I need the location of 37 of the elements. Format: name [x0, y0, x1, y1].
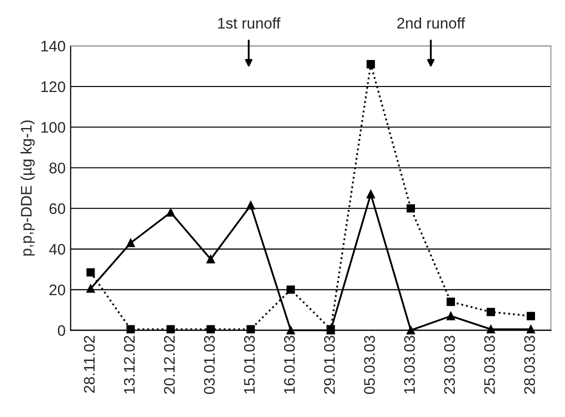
- y-tick-label: 80: [49, 162, 66, 174]
- x-tick-label: 28.11.02: [84, 336, 95, 393]
- y-tick-label: 120: [41, 81, 66, 92]
- x-tick-label: 05.03.03: [364, 336, 375, 394]
- point: [246, 201, 255, 210]
- x-tick-label: 25.03.03: [484, 336, 495, 394]
- x-tick-label: 23.03.03: [444, 336, 455, 394]
- x-tick-label: 13.12.02: [124, 336, 135, 394]
- y-tick-label: 40: [49, 244, 66, 255]
- point: [366, 190, 375, 198]
- y-tick-label: 0: [58, 325, 66, 336]
- y-tick-label: 60: [50, 203, 66, 214]
- point: [406, 204, 415, 213]
- point: [166, 208, 175, 217]
- x-tick-label: 16.01.03: [284, 336, 295, 394]
- point: [526, 312, 536, 320]
- x-tick-label: 13.03.03: [404, 336, 415, 394]
- text: 1st runoff: [218, 17, 280, 29]
- y-axis-title: p,p,p-DDE (µg kg-1): [20, 120, 35, 256]
- point: [126, 238, 135, 248]
- text: 2nd runoff: [397, 17, 466, 29]
- y-tick-label: 140: [41, 40, 66, 52]
- point: [366, 60, 375, 68]
- point: [446, 298, 455, 306]
- y-tick-label: 20: [50, 284, 66, 296]
- x-tick-label: 15.01.03: [244, 336, 255, 394]
- point: [206, 255, 215, 264]
- point: [446, 312, 455, 320]
- x-tick-label: 28.03.03: [524, 336, 535, 394]
- x-tick-label: 29.01.03: [324, 336, 335, 394]
- x-tick-label: 03.01.03: [204, 336, 215, 394]
- point: [86, 284, 95, 293]
- y-tick-label: 100: [41, 122, 66, 133]
- point: [86, 268, 95, 277]
- point: [286, 285, 295, 294]
- point: [486, 308, 496, 316]
- x-tick-label: 20.12.02: [164, 336, 175, 394]
